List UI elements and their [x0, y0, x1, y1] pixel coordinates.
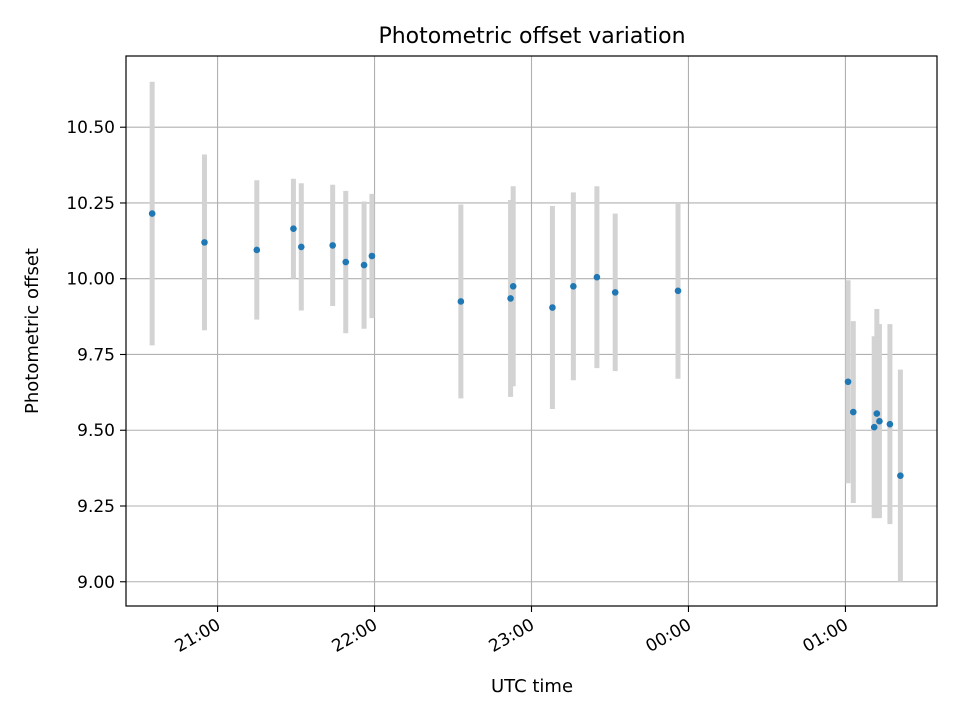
x-axis-label: UTC time — [491, 676, 573, 697]
y-axis-label: Photometric offset — [22, 248, 43, 414]
data-points — [148, 210, 904, 479]
data-point — [201, 239, 208, 246]
data-point — [870, 423, 878, 431]
data-point — [457, 298, 465, 305]
data-point — [593, 273, 601, 281]
y-tick-label: 10.25 — [66, 194, 115, 214]
y-tick-label: 10.00 — [66, 270, 115, 290]
data-point — [886, 420, 894, 428]
y-tick-label: 9.25 — [77, 497, 115, 517]
x-tick-label: 21:00 — [172, 615, 224, 657]
x-tick-label: 22:00 — [329, 615, 381, 657]
chart-title: Photometric offset variation — [378, 24, 685, 49]
grid-lines — [126, 56, 937, 606]
x-tick-label: 01:00 — [800, 615, 852, 657]
x-tick-label: 23:00 — [486, 615, 538, 657]
data-point — [329, 242, 336, 249]
error-bars — [149, 81, 903, 582]
data-point — [360, 261, 368, 269]
x-tick-label: 00:00 — [643, 615, 695, 657]
plot-frame — [125, 55, 938, 607]
data-point — [844, 378, 852, 386]
data-point — [297, 243, 305, 251]
data-point — [897, 472, 904, 479]
data-point — [876, 417, 883, 425]
data-point — [549, 304, 556, 311]
data-point — [674, 287, 682, 295]
data-point — [873, 410, 881, 417]
data-point — [849, 408, 857, 416]
data-point — [342, 258, 350, 266]
data-point — [611, 289, 619, 296]
y-tick-label: 10.50 — [66, 118, 115, 138]
data-point — [509, 283, 517, 290]
data-point — [253, 246, 261, 254]
data-point — [507, 295, 514, 302]
data-point — [148, 210, 156, 217]
data-point — [570, 283, 577, 290]
y-tick-label: 9.00 — [77, 573, 115, 593]
y-tick-label: 9.50 — [77, 421, 115, 441]
data-point — [290, 225, 297, 233]
data-point — [368, 252, 376, 260]
y-tick-label: 9.75 — [77, 345, 115, 365]
